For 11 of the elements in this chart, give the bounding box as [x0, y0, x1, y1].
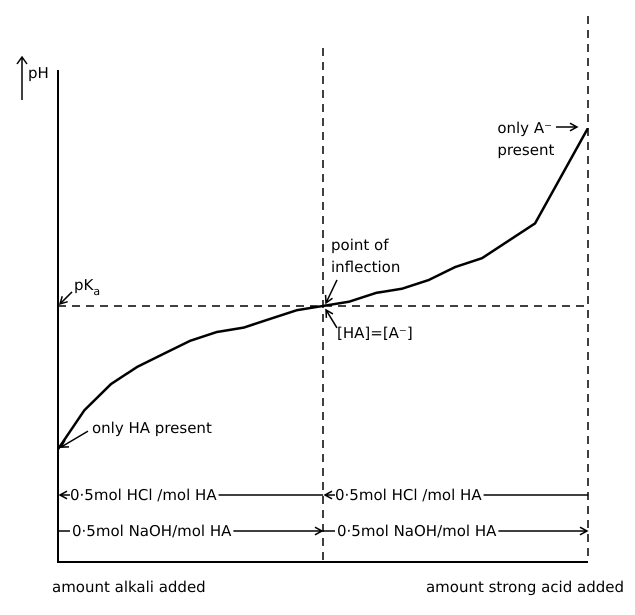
x-axis-title: amount alkali added: [52, 578, 206, 596]
annotation: only A⁻ present: [497, 119, 554, 159]
annotation: [HA]=[A⁻]: [337, 324, 413, 342]
annotation: 0·5mol HCl /mol HA: [335, 486, 482, 504]
text: amount strong acid added: [426, 578, 624, 596]
annotation: only HA present: [92, 419, 212, 438]
annotation: 0·5mol NaOH/mol HA: [72, 522, 232, 540]
annotation: 0·5mol HCl /mol HA: [70, 486, 218, 504]
y-axis-title: pH: [28, 64, 49, 82]
annotation: point of inflection: [331, 236, 400, 276]
annotation: 0·5mol NaOH/mol HA: [337, 522, 498, 540]
